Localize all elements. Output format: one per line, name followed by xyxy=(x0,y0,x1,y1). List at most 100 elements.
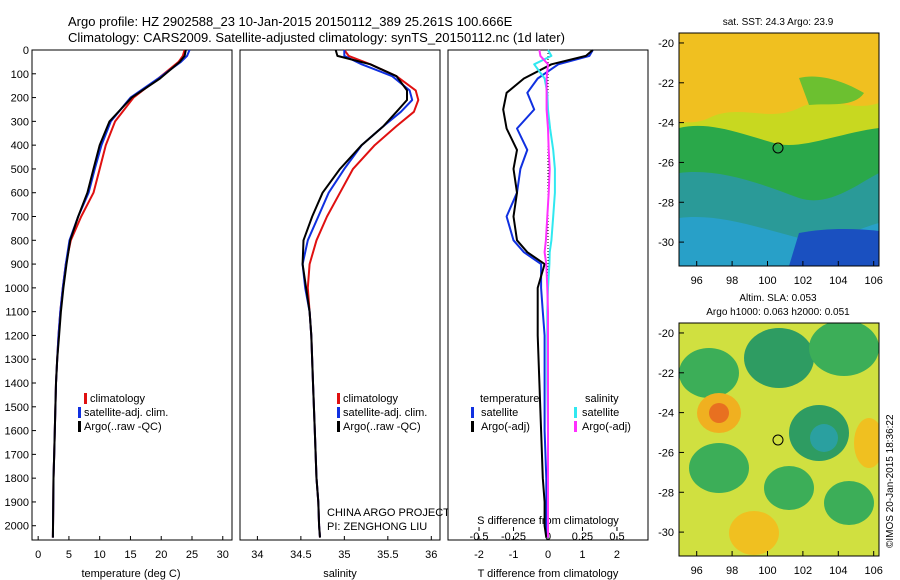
legend-label-t-argo: Argo(-adj) xyxy=(481,421,530,433)
legend-swatch-climatology xyxy=(337,393,340,404)
series-line-salinity-argo-adj- xyxy=(538,49,551,538)
depth-tick-label: 1300 xyxy=(5,354,29,366)
depth-tick-label: 1900 xyxy=(5,497,29,509)
salinity-axes-frame xyxy=(239,49,441,541)
sla-map-panel: Altim. SLA: 0.053 Argo h1000: 0.063 h200… xyxy=(658,293,883,577)
depth-tick-label: 1200 xyxy=(5,330,29,342)
depth-tick-label: 1100 xyxy=(5,307,29,319)
depth-tick-label: 1700 xyxy=(5,449,29,461)
sst-heatmap xyxy=(679,33,879,266)
s-tick-label: 0.25 xyxy=(572,531,593,543)
s-tick-label: 0.5 xyxy=(609,531,624,543)
sla-blob xyxy=(809,323,879,376)
x-tick-label: -2 xyxy=(474,549,484,561)
temperature-xticks: 0 5 10 15 20 25 30 xyxy=(35,536,229,561)
legend-swatch-s-satellite xyxy=(574,407,577,418)
series-line-temperature-argo-adj- xyxy=(502,49,594,538)
series-line-temperature-satellite xyxy=(505,49,594,538)
map-x-tick-label: 102 xyxy=(794,275,812,287)
map-y-tick-label: -26 xyxy=(658,447,674,459)
sla-blob xyxy=(679,348,739,398)
sst-deep-blue-region xyxy=(789,228,879,266)
depth-ticks: 0 100 200 300 400 500 600 700 800 900 1000 1100 1200… xyxy=(5,45,452,533)
depth-tick-label: 700 xyxy=(11,212,29,224)
map-x-tick-label: 100 xyxy=(758,565,776,577)
x-tick-label: 30 xyxy=(217,549,229,561)
legend-swatch-climatology xyxy=(84,393,87,404)
series-line-argo-raw-qc- xyxy=(51,49,187,538)
x-tick-label: 5 xyxy=(66,549,72,561)
sst-texture xyxy=(679,33,879,266)
x-tick-label: 36 xyxy=(425,549,437,561)
map-y-tick-label: -20 xyxy=(658,328,674,340)
map-x-tick-label: 96 xyxy=(691,275,703,287)
difference-series xyxy=(502,49,594,538)
sla-blob xyxy=(810,424,838,452)
legend-swatch-t-satellite xyxy=(471,407,474,418)
map-x-tick-label: 104 xyxy=(829,565,847,577)
x-tick-label: 25 xyxy=(186,549,198,561)
depth-tick-label: 2000 xyxy=(5,521,29,533)
sla-blob xyxy=(744,328,814,388)
x-tick-label: 34.5 xyxy=(290,549,311,561)
depth-tick-label: 600 xyxy=(11,188,29,200)
legend-swatch-satellite xyxy=(78,407,81,418)
map-x-tick-label: 102 xyxy=(794,565,812,577)
map-x-tick-label: 104 xyxy=(829,275,847,287)
legend-swatch-argo xyxy=(337,421,340,432)
map-x-tick-label: 98 xyxy=(726,565,738,577)
sst-yticks: -20 -22 -24 -26 -28 -30 xyxy=(658,38,684,249)
depth-tick-label: 400 xyxy=(11,140,29,152)
legend-swatch-argo xyxy=(78,421,81,432)
series-line-argo-raw-qc- xyxy=(301,49,408,538)
temperature-panel: temperature (deg C) 0 5 10 15 20 25 30 0 100 200… xyxy=(5,45,452,580)
map-y-tick-label: -30 xyxy=(658,527,674,539)
legend-label-s-argo: Argo(-adj) xyxy=(582,421,631,433)
header-line-2: Climatology: CARS2009. Satellite-adjuste… xyxy=(68,30,565,45)
depth-tick-label: 900 xyxy=(11,259,29,271)
map-x-tick-label: 98 xyxy=(726,275,738,287)
depth-tick-label: 1400 xyxy=(5,378,29,390)
legend-label-climatology: climatology xyxy=(343,393,399,405)
legend-label-argo: Argo(..raw -QC) xyxy=(84,421,162,433)
depth-tick-label: 0 xyxy=(23,45,29,57)
map-y-tick-label: -24 xyxy=(658,118,674,130)
x-tick-label: 34 xyxy=(251,549,263,561)
sst-map-panel: sat. SST: 24.3 Argo: 23.9 96 98 100 102 104 1… xyxy=(658,17,883,287)
x-tick-label: 35.5 xyxy=(377,549,398,561)
sla-blob xyxy=(764,466,814,510)
legend-swatch-satellite xyxy=(337,407,340,418)
legend-label-s-satellite: satellite xyxy=(582,407,619,419)
header-line-1: Argo profile: HZ 2902588_23 10-Jan-2015 … xyxy=(68,14,513,29)
credit-pi: PI: ZENGHONG LIU xyxy=(327,521,427,533)
map-x-tick-label: 100 xyxy=(758,275,776,287)
x-tick-label: 20 xyxy=(155,549,167,561)
map-x-tick-label: 106 xyxy=(865,275,883,287)
difference-xticks: -2 -1 0 1 2 xyxy=(474,536,620,561)
depth-tick-label: 1600 xyxy=(5,426,29,438)
x-tick-label: 10 xyxy=(94,549,106,561)
s-tick-label: -0.5 xyxy=(470,531,489,543)
map-x-tick-label: 96 xyxy=(691,565,703,577)
map-y-tick-label: -28 xyxy=(658,197,674,209)
x-tick-label: 35 xyxy=(338,549,350,561)
depth-tick-label: 200 xyxy=(11,93,29,105)
x-tick-label: 2 xyxy=(614,549,620,561)
depth-tick-label: 1800 xyxy=(5,473,29,485)
sla-xticks: 96 98 100 102 104 106 xyxy=(691,551,883,577)
legend-label-satellite: satellite-adj. clim. xyxy=(343,407,427,419)
sla-map-frame xyxy=(678,322,880,557)
salinity-legend: climatology satellite-adj. clim. Argo(..… xyxy=(337,393,427,433)
map-y-tick-label: -22 xyxy=(658,368,674,380)
sla-heatmap xyxy=(679,323,879,556)
salinity-xticks: 34 34.5 35 35.5 36 xyxy=(251,536,437,561)
depth-tick-label: 800 xyxy=(11,235,29,247)
sla-blob xyxy=(729,511,779,555)
depth-tick-label: 500 xyxy=(11,164,29,176)
sla-blob xyxy=(854,418,879,468)
sst-map-title: sat. SST: 24.3 Argo: 23.9 xyxy=(723,17,834,28)
argo-location-marker xyxy=(772,142,784,154)
timestamp-credit: ©IMOS 20-Jan-2015 18:36:22 xyxy=(885,414,896,548)
temperature-legend: climatology satellite-adj. clim. Argo(..… xyxy=(78,393,168,433)
depth-tick-label: 300 xyxy=(11,116,29,128)
